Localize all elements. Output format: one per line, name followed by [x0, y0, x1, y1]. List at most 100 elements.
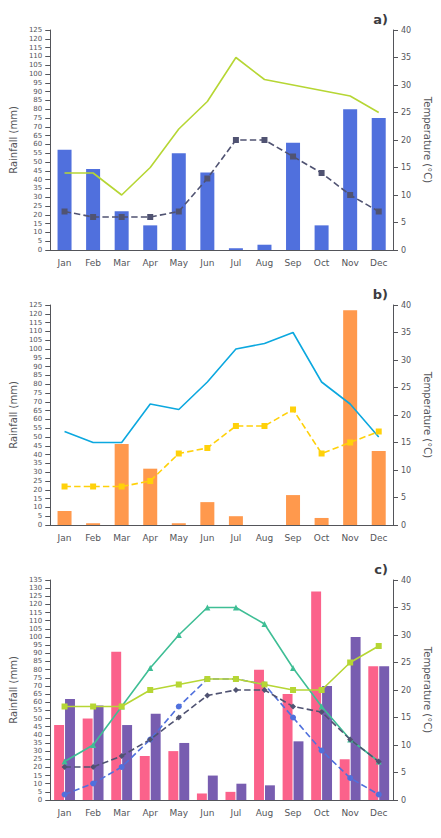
svg-text:70: 70 [33, 398, 42, 406]
svg-text:40: 40 [33, 731, 42, 739]
svg-text:100: 100 [29, 70, 42, 78]
svg-text:120: 120 [29, 310, 42, 318]
svg-text:105: 105 [29, 61, 42, 69]
svg-text:135: 135 [29, 576, 42, 584]
svg-text:95: 95 [33, 641, 42, 649]
svg-text:10: 10 [401, 466, 411, 475]
svg-text:Apr: Apr [142, 258, 158, 268]
svg-text:105: 105 [29, 336, 42, 344]
svg-text:35: 35 [401, 603, 411, 612]
svg-text:Aug: Aug [256, 533, 274, 543]
svg-text:0: 0 [401, 796, 406, 805]
svg-text:25: 25 [401, 383, 411, 392]
svg-text:Mar: Mar [113, 808, 130, 818]
svg-text:15: 15 [401, 713, 411, 722]
svg-text:Dec: Dec [370, 808, 387, 818]
svg-text:May: May [169, 533, 188, 543]
svg-text:40: 40 [401, 301, 411, 310]
svg-text:a): a) [373, 12, 388, 27]
svg-text:Nov: Nov [341, 533, 359, 543]
svg-text:Feb: Feb [85, 533, 101, 543]
svg-text:25: 25 [401, 658, 411, 667]
svg-text:Sep: Sep [285, 533, 302, 543]
svg-text:5: 5 [38, 237, 42, 245]
svg-text:40: 40 [33, 451, 42, 459]
svg-text:110: 110 [29, 52, 42, 60]
svg-text:90: 90 [33, 363, 42, 371]
svg-text:65: 65 [33, 690, 42, 698]
svg-text:30: 30 [401, 81, 411, 90]
svg-text:65: 65 [33, 407, 42, 415]
svg-text:Nov: Nov [341, 258, 359, 268]
svg-text:30: 30 [401, 631, 411, 640]
svg-text:15: 15 [401, 163, 411, 172]
svg-text:15: 15 [33, 495, 42, 503]
svg-text:5: 5 [401, 768, 406, 777]
svg-text:125: 125 [29, 592, 42, 600]
svg-text:25: 25 [33, 202, 42, 210]
svg-text:75: 75 [33, 389, 42, 397]
svg-text:Feb: Feb [85, 258, 101, 268]
svg-text:Oct: Oct [314, 808, 330, 818]
svg-text:Jun: Jun [199, 258, 214, 268]
svg-text:50: 50 [33, 715, 42, 723]
svg-text:75: 75 [33, 114, 42, 122]
svg-text:Jul: Jul [229, 533, 241, 543]
svg-text:35: 35 [33, 459, 42, 467]
svg-text:0: 0 [401, 521, 406, 530]
svg-text:Rainfall (mm): Rainfall (mm) [8, 106, 19, 174]
svg-text:75: 75 [33, 674, 42, 682]
svg-text:Mar: Mar [113, 258, 130, 268]
svg-text:20: 20 [401, 411, 411, 420]
svg-text:Jun: Jun [199, 533, 214, 543]
svg-text:125: 125 [29, 26, 42, 34]
svg-text:Feb: Feb [85, 808, 101, 818]
svg-text:Temperature (°C): Temperature (°C) [422, 96, 433, 183]
svg-text:60: 60 [33, 415, 42, 423]
svg-text:20: 20 [401, 686, 411, 695]
svg-text:40: 40 [401, 26, 411, 35]
svg-text:90: 90 [33, 649, 42, 657]
svg-text:50: 50 [33, 158, 42, 166]
svg-text:30: 30 [33, 193, 42, 201]
svg-text:120: 120 [29, 35, 42, 43]
svg-text:5: 5 [38, 512, 42, 520]
svg-text:60: 60 [33, 698, 42, 706]
svg-text:Jan: Jan [57, 533, 72, 543]
svg-text:5: 5 [401, 218, 406, 227]
svg-text:Nov: Nov [341, 808, 359, 818]
svg-text:45: 45 [33, 442, 42, 450]
svg-text:25: 25 [33, 755, 42, 763]
svg-text:100: 100 [29, 345, 42, 353]
svg-text:90: 90 [33, 88, 42, 96]
svg-text:25: 25 [401, 108, 411, 117]
svg-text:115: 115 [29, 319, 42, 327]
svg-text:110: 110 [29, 327, 42, 335]
svg-text:45: 45 [33, 167, 42, 175]
svg-text:Rainfall (mm): Rainfall (mm) [8, 381, 19, 449]
svg-text:70: 70 [33, 123, 42, 131]
svg-text:55: 55 [33, 149, 42, 157]
svg-text:5: 5 [401, 493, 406, 502]
svg-text:100: 100 [29, 633, 42, 641]
svg-text:20: 20 [401, 136, 411, 145]
svg-text:115: 115 [29, 609, 42, 617]
svg-text:Jun: Jun [199, 808, 214, 818]
svg-text:125: 125 [29, 301, 42, 309]
svg-text:45: 45 [33, 723, 42, 731]
svg-text:95: 95 [33, 79, 42, 87]
svg-text:80: 80 [33, 380, 42, 388]
svg-text:35: 35 [401, 328, 411, 337]
svg-text:60: 60 [33, 140, 42, 148]
svg-text:Dec: Dec [370, 533, 387, 543]
svg-text:0: 0 [38, 796, 42, 804]
svg-text:Aug: Aug [256, 808, 274, 818]
svg-text:Oct: Oct [314, 533, 330, 543]
svg-text:10: 10 [33, 780, 42, 788]
svg-text:85: 85 [33, 657, 42, 665]
svg-text:10: 10 [33, 503, 42, 511]
svg-text:35: 35 [401, 53, 411, 62]
svg-text:40: 40 [33, 176, 42, 184]
svg-text:Rainfall (mm): Rainfall (mm) [8, 656, 19, 724]
svg-text:130: 130 [29, 584, 42, 592]
